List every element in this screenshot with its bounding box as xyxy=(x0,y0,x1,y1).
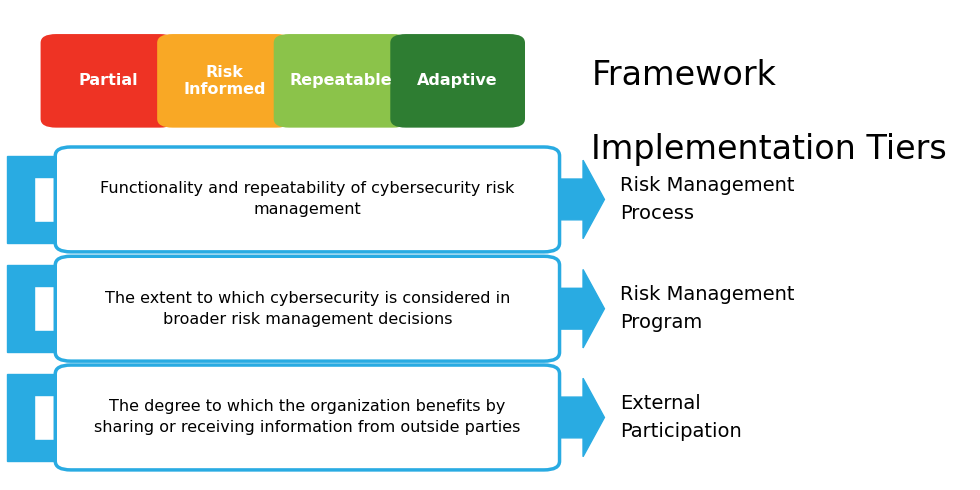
FancyBboxPatch shape xyxy=(40,34,175,128)
Polygon shape xyxy=(551,270,605,348)
Text: External
Participation: External Participation xyxy=(620,394,742,441)
Polygon shape xyxy=(7,374,67,461)
Text: Functionality and repeatability of cybersecurity risk
management: Functionality and repeatability of cyber… xyxy=(100,181,514,218)
Text: Repeatable: Repeatable xyxy=(290,74,392,88)
FancyBboxPatch shape xyxy=(55,256,560,361)
Text: The extent to which cybersecurity is considered in
broader risk management decis: The extent to which cybersecurity is con… xyxy=(105,291,511,327)
Polygon shape xyxy=(551,160,605,239)
Text: Partial: Partial xyxy=(78,74,138,88)
Text: Risk
Informed: Risk Informed xyxy=(183,65,266,97)
FancyBboxPatch shape xyxy=(157,34,292,128)
FancyBboxPatch shape xyxy=(55,147,560,252)
Polygon shape xyxy=(7,265,67,352)
Text: Risk Management
Program: Risk Management Program xyxy=(620,285,795,332)
FancyBboxPatch shape xyxy=(55,365,560,470)
Text: Adaptive: Adaptive xyxy=(417,74,498,88)
Text: Framework: Framework xyxy=(592,59,776,93)
FancyBboxPatch shape xyxy=(390,34,525,128)
Text: Implementation Tiers: Implementation Tiers xyxy=(592,133,948,166)
Polygon shape xyxy=(551,378,605,457)
Text: The degree to which the organization benefits by
sharing or receiving informatio: The degree to which the organization ben… xyxy=(94,399,520,436)
Text: Risk Management
Process: Risk Management Process xyxy=(620,176,795,223)
FancyBboxPatch shape xyxy=(273,34,409,128)
Polygon shape xyxy=(7,156,67,243)
